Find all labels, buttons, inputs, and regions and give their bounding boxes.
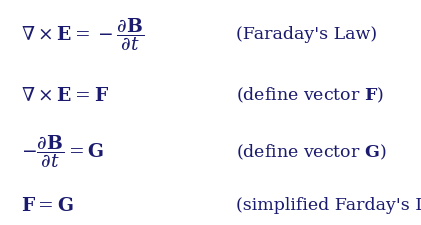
Text: (define vector $\mathbf{G}$): (define vector $\mathbf{G}$) [236,142,386,162]
Text: (define vector $\mathbf{F}$): (define vector $\mathbf{F}$) [236,86,384,105]
Text: $\nabla \times \mathbf{E} = \mathbf{F}$: $\nabla \times \mathbf{E} = \mathbf{F}$ [21,87,109,105]
Text: (simplified Farday's Law): (simplified Farday's Law) [236,197,421,214]
Text: $-\dfrac{\partial \mathbf{B}}{\partial t} = \mathbf{G}$: $-\dfrac{\partial \mathbf{B}}{\partial t… [21,133,104,170]
Text: (Faraday's Law): (Faraday's Law) [236,26,377,43]
Text: $\mathbf{F} = \mathbf{G}$: $\mathbf{F} = \mathbf{G}$ [21,197,74,215]
Text: $\nabla \times \mathbf{E} = -\dfrac{\partial \mathbf{B}}{\partial t}$: $\nabla \times \mathbf{E} = -\dfrac{\par… [21,16,144,53]
